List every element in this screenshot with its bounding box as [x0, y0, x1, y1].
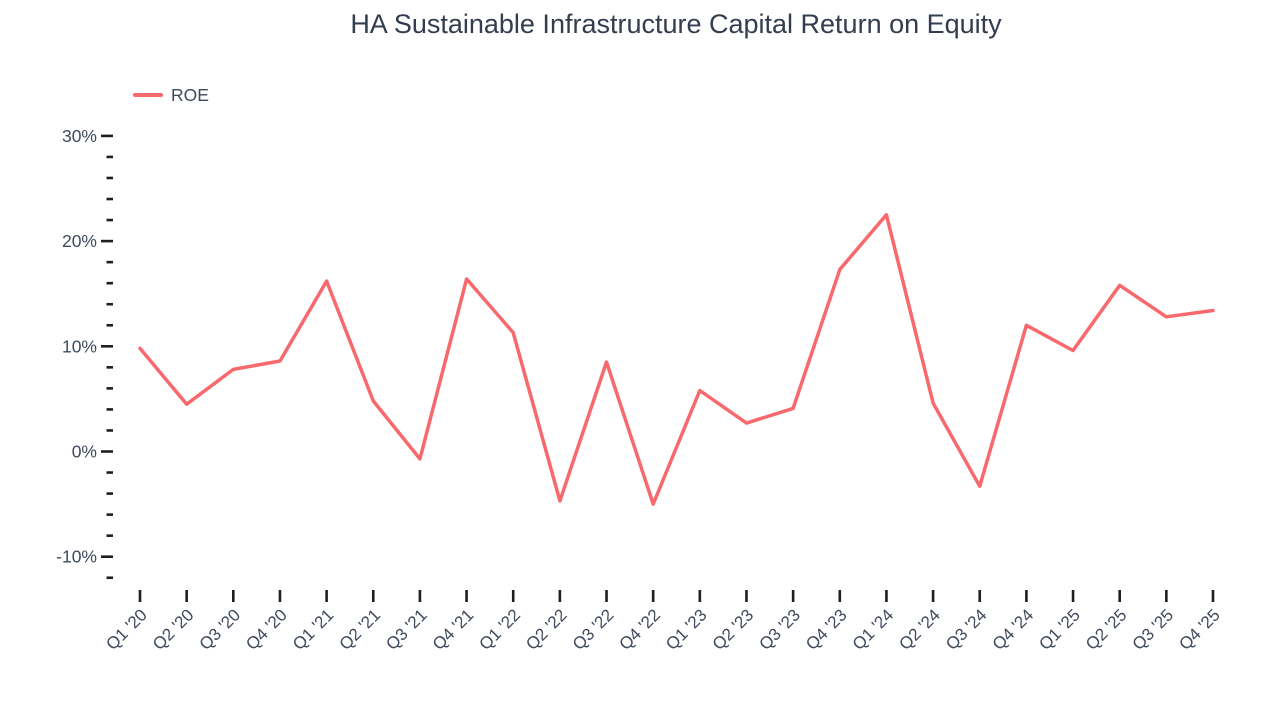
x-axis-tick-label: Q2 '21 [336, 605, 384, 653]
series-lines [138, 213, 1215, 506]
x-axis-tick-label: Q4 '22 [616, 605, 664, 653]
y-axis-tick-label: 0% [72, 442, 97, 462]
x-axis-tick-label: Q2 '25 [1082, 605, 1130, 653]
x-axis-tick-label: Q2 '23 [709, 605, 757, 653]
x-axis-tick-label: Q1 '23 [662, 605, 710, 653]
x-axis-tick-label: Q1 '24 [849, 605, 897, 653]
x-axis-tick-label: Q3 '23 [755, 605, 803, 653]
x-axis-ticks [138, 590, 1215, 602]
x-axis-tick-label: Q3 '21 [382, 605, 430, 653]
y-axis-labels: 30% 20% 10% 0% -10% [56, 126, 97, 567]
x-axis-tick-label: Q3 '24 [942, 605, 990, 653]
x-axis-tick-label: Q2 '20 [149, 605, 197, 653]
y-axis-tick-label: 20% [62, 231, 97, 251]
roe-series-line [138, 213, 1215, 506]
x-axis-tick-label: Q4 '20 [242, 605, 290, 653]
x-axis-tick-label: Q3 '20 [196, 605, 244, 653]
x-axis-tick-label: Q3 '25 [1129, 605, 1177, 653]
x-axis-tick-label: Q1 '21 [289, 605, 337, 653]
y-axis-tick-label: -10% [56, 547, 97, 567]
x-axis-tick-label: Q1 '25 [1035, 605, 1083, 653]
x-axis-tick-label: Q4 '23 [802, 605, 850, 653]
legend[interactable]: ROE [133, 85, 209, 105]
x-axis-tick-label: Q4 '25 [1175, 605, 1223, 653]
x-axis-tick-label: Q4 '24 [989, 605, 1037, 653]
x-axis-tick-label: Q1 '20 [102, 605, 150, 653]
chart-title: HA Sustainable Infrastructure Capital Re… [350, 9, 1002, 39]
x-axis-tick-label: Q1 '22 [476, 605, 524, 653]
x-axis-tick-label: Q2 '22 [522, 605, 570, 653]
x-axis-tick-label: Q2 '24 [895, 605, 943, 653]
y-axis-tick-label: 30% [62, 126, 97, 146]
legend-label: ROE [171, 85, 209, 105]
y-axis-ticks [101, 134, 113, 580]
x-axis-tick-label: Q3 '22 [569, 605, 617, 653]
x-axis-tick-label: Q4 '21 [429, 605, 477, 653]
y-axis-tick-label: 10% [62, 336, 97, 356]
